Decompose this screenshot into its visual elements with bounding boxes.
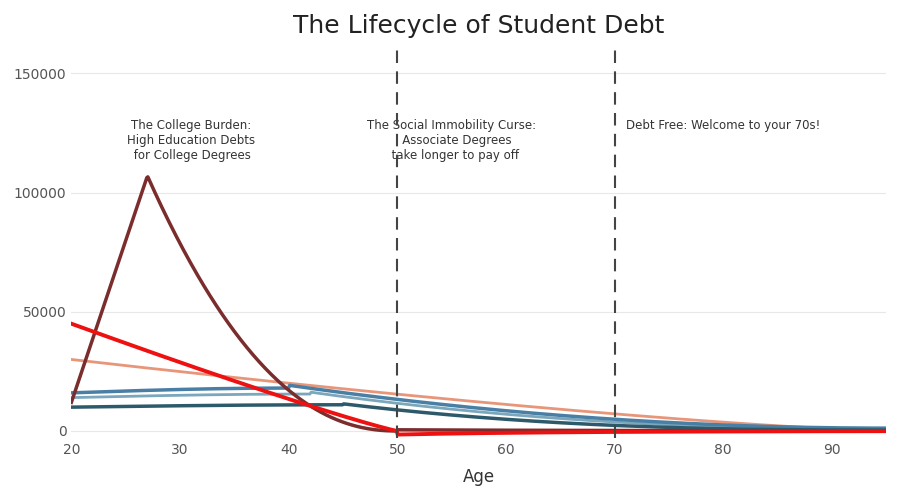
Text: Debt Free: Welcome to your 70s!: Debt Free: Welcome to your 70s! (626, 118, 820, 132)
X-axis label: Age: Age (463, 468, 495, 486)
Text: The Social Immobility Curse:
   Associate Degrees
  take longer to pay off: The Social Immobility Curse: Associate D… (367, 118, 536, 162)
Text: The College Burden:
High Education Debts
 for College Degrees: The College Burden: High Education Debts… (127, 118, 255, 162)
Title: The Lifecycle of Student Debt: The Lifecycle of Student Debt (293, 14, 664, 38)
